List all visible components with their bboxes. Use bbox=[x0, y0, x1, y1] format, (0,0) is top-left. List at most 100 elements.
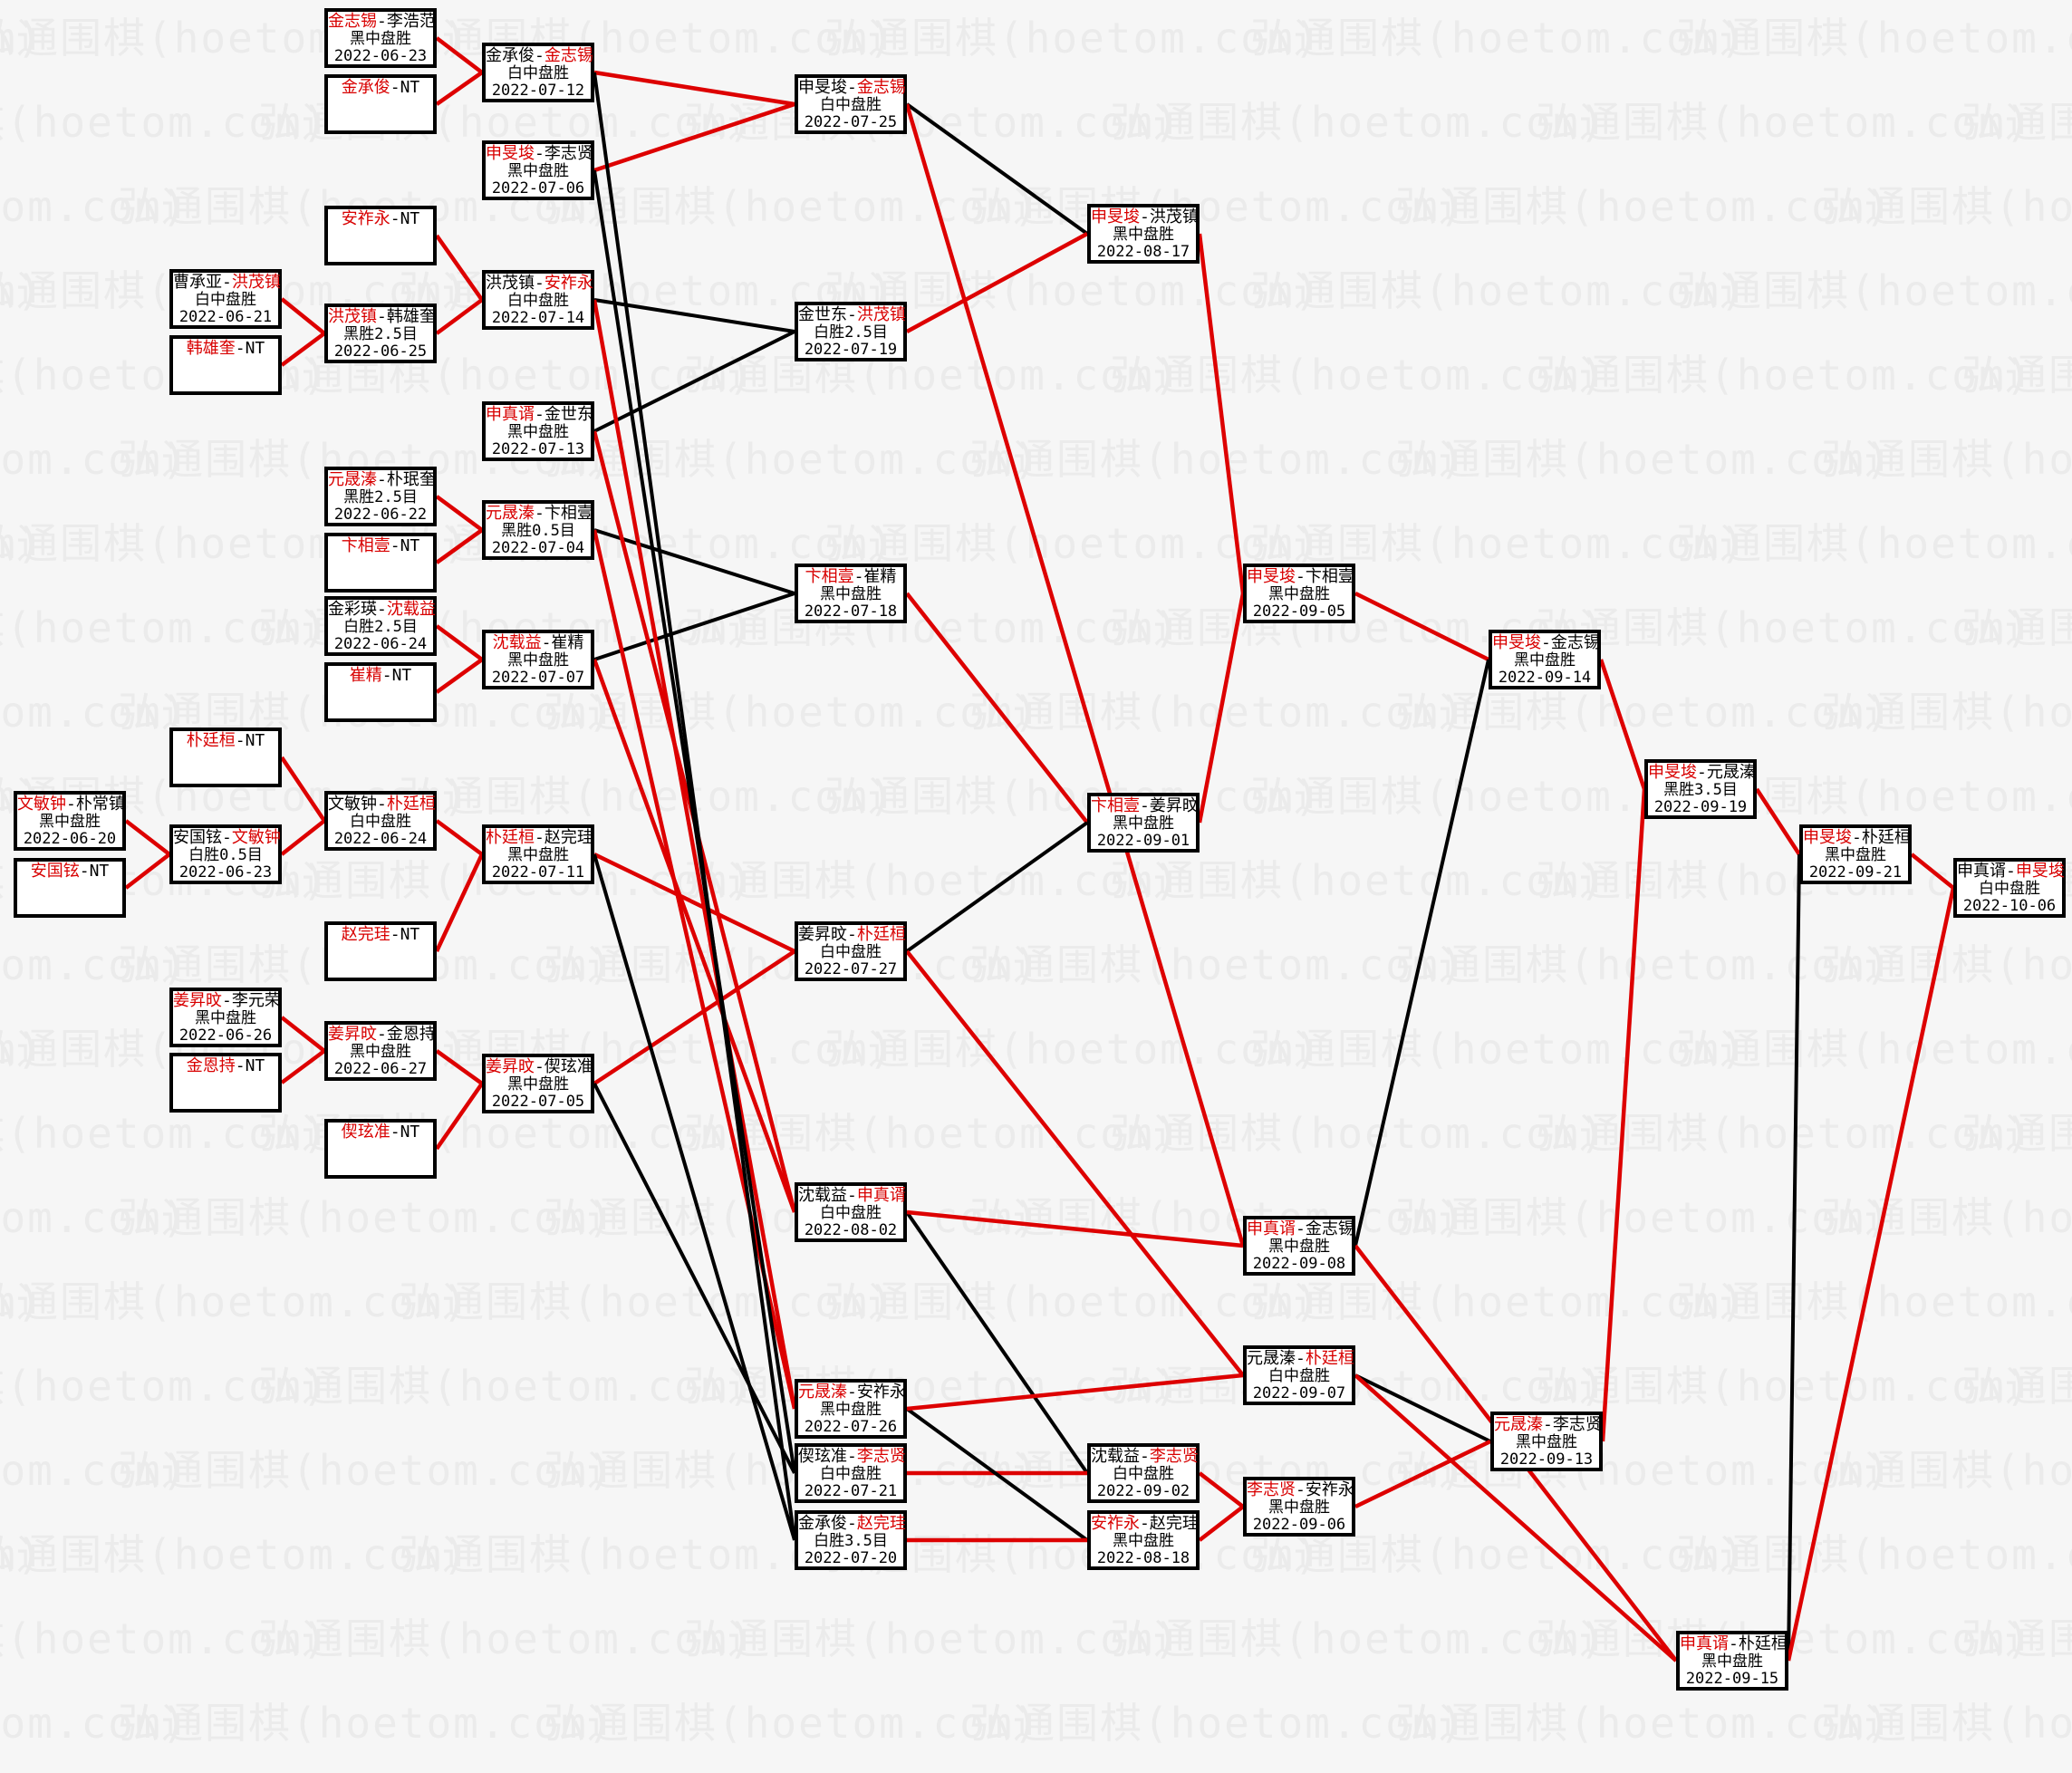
match-box-R4: 安祚永-赵完珪 黑中盘胜 2022-08-18 bbox=[1087, 1510, 1200, 1570]
players-dash: - bbox=[847, 1186, 857, 1205]
players-dash: - bbox=[535, 504, 545, 523]
watermark-text: 弘通围棋(hoetom.com) bbox=[1110, 98, 1607, 147]
match-box-R1: 申旻埈-洪茂镇 黑中盘胜 2022-08-17 bbox=[1087, 204, 1200, 264]
match-box-A5: 姜昇旼-李元荣 黑中盘胜 2022-06-26 bbox=[169, 988, 282, 1047]
match-players: 安祚永-NT bbox=[328, 210, 433, 228]
watermark-text: 弘通围棋(hoetom.com) bbox=[824, 772, 1322, 821]
match-players: 元晟溱-卞相壹 bbox=[486, 504, 593, 523]
player-second: 金志锡 bbox=[1305, 1219, 1354, 1238]
player-second: 姜昇旼 bbox=[1149, 796, 1199, 815]
player-second: 卞相壹 bbox=[544, 504, 593, 523]
match-date: 2022-06-23 bbox=[178, 863, 273, 882]
bracket-edge bbox=[435, 528, 484, 564]
player-second: NT bbox=[245, 339, 265, 358]
match-players: 文敏钟-朴常镇 bbox=[17, 795, 125, 814]
player-first: 元晟溱 bbox=[328, 470, 377, 489]
watermark-text: 弘通围棋(hoetom.com) bbox=[1961, 1109, 2072, 1158]
match-box-W1: 申真谞-申旻埈 白中盘胜 2022-10-06 bbox=[1953, 858, 2066, 918]
watermark-text: 弘通围棋(hoetom.com) bbox=[1110, 351, 1607, 400]
player-second: 崔精 bbox=[863, 567, 897, 586]
players-dash: - bbox=[1852, 828, 1862, 847]
player-second: 李志贤 bbox=[1149, 1447, 1199, 1466]
player-second: 金恩持 bbox=[386, 1025, 436, 1044]
players-dash: - bbox=[222, 273, 232, 292]
players-dash: - bbox=[847, 78, 857, 97]
player-second: 洪茂镇 bbox=[1149, 207, 1199, 226]
match-result: 白中盘胜 bbox=[507, 64, 569, 82]
match-box-A1: 曹承亚-洪茂镇 白中盘胜 2022-06-21 bbox=[169, 269, 282, 329]
player-first: 元晟溱 bbox=[486, 504, 535, 523]
player-second: 李元荣 bbox=[231, 991, 281, 1010]
player-second: 金志锡 bbox=[1550, 633, 1600, 652]
watermark-text: 弘通围棋(hoetom.com) bbox=[684, 351, 1181, 400]
player-first: 申真谞 bbox=[1247, 1219, 1296, 1238]
players-dash: - bbox=[377, 1025, 387, 1044]
player-first: 沈载益 bbox=[1091, 1447, 1140, 1466]
bracket-edge bbox=[435, 1049, 484, 1085]
player-second: 李志贤 bbox=[1552, 1415, 1602, 1434]
watermark-text: 弘通围棋(hoetom.com) bbox=[1536, 98, 2033, 147]
match-players: 卞相壹-崔精 bbox=[798, 568, 903, 586]
match-date: 2022-06-22 bbox=[333, 506, 428, 524]
player-second: 金世东 bbox=[544, 405, 593, 424]
watermark-text: 弘通围棋(hoetom.com) bbox=[1110, 1362, 1607, 1411]
match-players: 赵完珪-NT bbox=[328, 926, 433, 944]
match-box-N5: 元晟溱-卞相壹 黑胜0.5目 2022-07-04 bbox=[482, 500, 594, 560]
match-box-N4: 申真谞-金世东 黑中盘胜 2022-07-13 bbox=[482, 401, 594, 461]
bracket-edge bbox=[593, 592, 795, 661]
watermark-text: 弘通围棋(hoetom.com) bbox=[258, 1362, 756, 1411]
bracket-edge bbox=[280, 332, 326, 367]
bracket-edge bbox=[435, 71, 484, 106]
players-dash: - bbox=[1296, 1480, 1306, 1499]
watermark-text: 弘通围棋(hoetom.com) bbox=[0, 1193, 189, 1242]
player-second: NT bbox=[400, 209, 420, 228]
players-dash: - bbox=[1541, 633, 1551, 652]
match-box-B12: 偰玹准-NT bbox=[324, 1119, 437, 1179]
match-result: 白胜2.5目 bbox=[343, 618, 418, 636]
bracket-edge bbox=[593, 949, 796, 1085]
player-second: 朴廷桓 bbox=[1861, 828, 1911, 847]
match-box-B1: 金志锡-李浩范 黑中盘胜 2022-06-23 bbox=[324, 8, 437, 68]
bracket-edge bbox=[593, 853, 796, 1541]
match-result: 白中盘胜 bbox=[507, 292, 569, 310]
match-box-R2: 卞相壹-姜昇旼 黑中盘胜 2022-09-01 bbox=[1087, 793, 1200, 853]
bracket-edge bbox=[1197, 593, 1246, 824]
bracket-edge bbox=[280, 1016, 326, 1053]
bracket-edge bbox=[1354, 591, 1490, 662]
match-box-V1: 申旻埈-朴廷桓 黑中盘胜 2022-09-21 bbox=[1799, 824, 1912, 884]
watermark-text: 弘通围棋(hoetom.com) bbox=[544, 1699, 1041, 1748]
match-players: 申旻埈-李志贤 bbox=[486, 144, 593, 163]
watermark-text: 弘通围棋(hoetom.com) bbox=[0, 1699, 189, 1748]
watermark-text: 弘通围棋(hoetom.com) bbox=[118, 1446, 615, 1495]
players-dash: - bbox=[847, 1514, 857, 1533]
match-players: 偰玹准-NT bbox=[328, 1123, 433, 1142]
match-result: 黑胜2.5目 bbox=[343, 325, 418, 343]
watermark-text: 弘通围棋(hoetom.com) bbox=[1676, 1025, 2072, 1074]
player-second: NT bbox=[245, 731, 265, 750]
match-result: 黑胜2.5目 bbox=[343, 488, 418, 506]
player-second: NT bbox=[89, 862, 110, 881]
match-players: 沈载益-李志贤 bbox=[1091, 1447, 1199, 1466]
match-date: 2022-06-27 bbox=[333, 1060, 428, 1078]
bracket-edge bbox=[435, 819, 484, 856]
player-second: 沈载益 bbox=[386, 600, 436, 619]
match-players: 金承俊-金志锡 bbox=[486, 47, 593, 65]
player-second: NT bbox=[400, 78, 420, 97]
match-result: 黑中盘胜 bbox=[195, 1009, 256, 1027]
match-date: 2022-08-18 bbox=[1096, 1549, 1190, 1567]
match-result: 黑中盘胜 bbox=[1268, 1238, 1330, 1256]
player-second: 金志锡 bbox=[856, 78, 906, 97]
match-date: 2022-07-04 bbox=[491, 539, 585, 557]
watermark-text: 弘通围棋(hoetom.com) bbox=[1821, 1699, 2072, 1748]
watermark-text: 弘通围棋(hoetom.com) bbox=[1821, 688, 2072, 737]
players-dash: - bbox=[222, 828, 232, 847]
player-first: 洪茂镇 bbox=[486, 274, 535, 293]
match-box-B4: 洪茂镇-韩雄奎 黑胜2.5目 2022-06-25 bbox=[324, 304, 437, 363]
match-result: 白中盘胜 bbox=[1979, 880, 2040, 898]
match-box-B2: 金承俊-NT bbox=[324, 74, 437, 134]
match-date: 2022-07-19 bbox=[804, 341, 898, 359]
player-first: 申旻埈 bbox=[1803, 828, 1852, 847]
player-second: 李志贤 bbox=[544, 144, 593, 163]
match-box-B10: 赵完珪-NT bbox=[324, 921, 437, 981]
bracket-edge bbox=[435, 1082, 484, 1151]
